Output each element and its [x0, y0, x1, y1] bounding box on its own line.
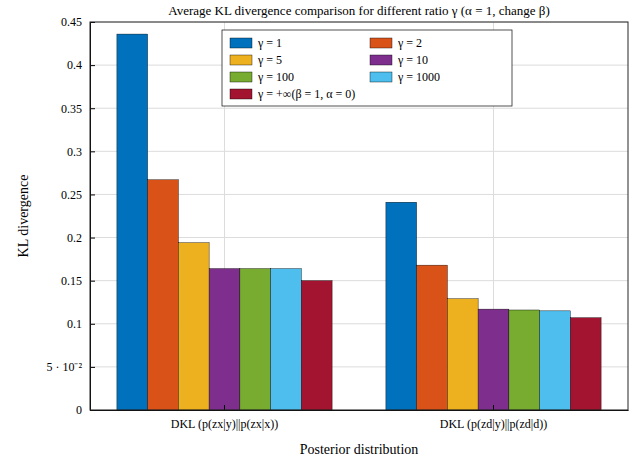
tick-label: 0.2	[67, 231, 82, 245]
tick-mark	[90, 65, 95, 66]
tick-mark	[90, 151, 95, 152]
tick: 5 · 10⁻²	[46, 360, 95, 374]
bar	[117, 34, 148, 410]
bar	[478, 309, 509, 410]
chart: 0 5 · 10⁻² 0.1 0.15 0.2 0.25 0.3 0.35 0.4 0.45 DKL…	[0, 0, 640, 468]
tick-label: 0.1	[67, 317, 82, 331]
legend-label: γ = +∞(β = 1, α = 0)	[257, 87, 355, 101]
tick-label: 0.25	[61, 188, 82, 202]
legend-swatch	[230, 89, 252, 99]
tick-mark	[90, 324, 95, 325]
bar	[301, 281, 332, 410]
tick-label: 0.45	[61, 15, 82, 29]
legend-label: γ = 1000	[397, 70, 440, 84]
tick-mark	[90, 194, 95, 195]
tick: 0.1	[67, 317, 95, 331]
tick-label: 5 · 10⁻²	[46, 360, 82, 374]
legend-swatch	[230, 55, 252, 65]
title: Average KL divergence comparison for dif…	[168, 3, 550, 18]
bar	[570, 318, 601, 410]
tick-label: 0.4	[67, 58, 82, 72]
tick: DKL (p(zd|y)||p(zd|d))	[440, 405, 547, 431]
tick-label: 0	[76, 403, 82, 417]
bar	[271, 269, 302, 410]
bar	[417, 265, 448, 410]
tick-label: 0.35	[61, 102, 82, 116]
plot-area	[90, 22, 628, 410]
legend-swatch	[370, 72, 392, 82]
tick-mark	[493, 405, 494, 410]
bar	[148, 180, 179, 410]
tick-label: DKL (p(zx|y)||p(zx|x))	[171, 417, 278, 431]
tick-mark	[90, 367, 95, 368]
tick-label: 0.3	[67, 145, 82, 159]
y-axis: 0 5 · 10⁻² 0.1 0.15 0.2 0.25 0.3 0.35 0.4 0.45	[46, 15, 95, 417]
y-label: KL divergence	[16, 175, 31, 258]
tick-label: 0.15	[61, 274, 82, 288]
frame	[90, 22, 628, 410]
grid-line	[90, 151, 628, 152]
bar	[540, 311, 571, 410]
x-axis: DKL (p(zx|y)||p(zx|x)) DKL (p(zd|y)||p(zd…	[91, 405, 629, 431]
tick-mark	[90, 238, 95, 239]
bar	[178, 243, 209, 410]
bar	[209, 269, 240, 410]
tick: DKL (p(zx|y)||p(zx|x))	[171, 405, 278, 431]
legend-box	[222, 30, 512, 106]
legend-label: γ = 100	[257, 70, 294, 84]
legend-label: γ = 2	[397, 36, 422, 50]
tick-mark	[224, 405, 225, 410]
legend-swatch	[230, 72, 252, 82]
tick: 0.4	[67, 58, 95, 72]
tick: 0.2	[67, 231, 95, 245]
tick-mark	[90, 108, 95, 109]
tick-mark	[90, 281, 95, 282]
x-label: Posterior distribution	[300, 442, 419, 457]
legend-swatch	[370, 55, 392, 65]
legend-label: γ = 5	[257, 53, 282, 67]
legend-swatch	[370, 38, 392, 48]
tick-label: DKL (p(zd|y)||p(zd|d))	[440, 417, 547, 431]
grid-line	[90, 108, 628, 109]
bar	[509, 310, 540, 410]
bar	[386, 202, 417, 410]
legend-swatch	[230, 38, 252, 48]
bar	[240, 269, 271, 410]
legend-label: γ = 1	[257, 36, 282, 50]
bar	[447, 299, 478, 410]
legend-label: γ = 10	[397, 53, 428, 67]
legend: γ = 1 γ = 2 γ = 5 γ = 10 γ = 100 γ = 1000 γ = …	[222, 30, 512, 106]
tick: 0.3	[67, 145, 95, 159]
grid	[90, 22, 628, 410]
